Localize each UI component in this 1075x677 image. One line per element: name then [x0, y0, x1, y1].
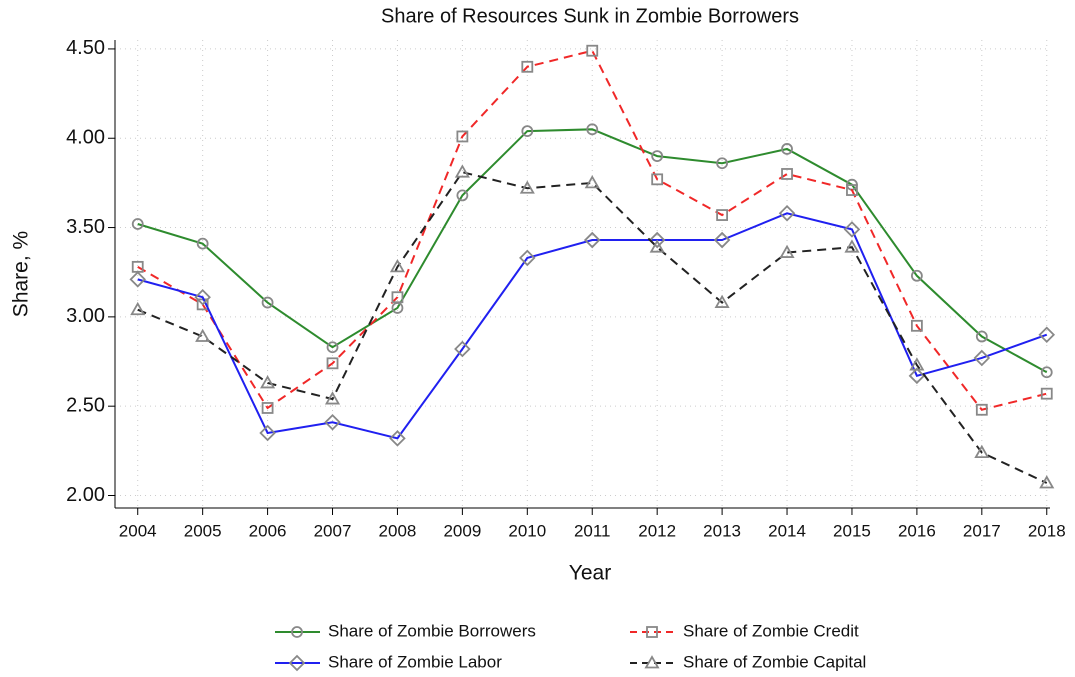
point	[389, 430, 406, 447]
x-tick-label: 2015	[833, 521, 871, 540]
x-tick-label: 2008	[379, 521, 417, 540]
point	[910, 319, 923, 332]
point	[973, 349, 991, 367]
point	[1040, 366, 1053, 379]
point	[716, 157, 729, 170]
point	[779, 244, 795, 258]
point	[454, 340, 471, 358]
point	[326, 341, 339, 354]
point	[326, 357, 339, 370]
point	[456, 130, 469, 143]
point	[975, 330, 988, 343]
series-line	[137, 128, 1048, 374]
point	[909, 357, 925, 371]
legend-marker	[288, 654, 306, 672]
point	[714, 294, 730, 308]
y-tick-label: 3.50	[66, 216, 105, 238]
y-tick-label: 2.00	[66, 484, 105, 506]
x-tick-label: 2006	[249, 521, 287, 540]
x-tick-label: 2017	[963, 521, 1001, 540]
y-tick-label: 4.50	[66, 37, 105, 59]
x-tick-label: 2012	[638, 521, 676, 540]
point	[324, 413, 341, 431]
point	[648, 231, 666, 249]
point	[781, 143, 793, 155]
point	[974, 444, 990, 459]
x-axis-label: Year	[569, 562, 611, 585]
legend-label: Share of Zombie Labor	[328, 652, 502, 671]
series-line	[137, 171, 1048, 484]
point	[975, 403, 988, 416]
point	[131, 218, 144, 230]
chart-title: Share of Resources Sunk in Zombie Borrow…	[381, 5, 799, 27]
point	[521, 125, 534, 137]
legend-label: Share of Zombie Borrowers	[328, 621, 536, 640]
y-tick-label: 4.00	[66, 127, 105, 149]
point	[260, 375, 276, 389]
point	[651, 150, 664, 163]
point	[649, 239, 665, 253]
legend-marker	[646, 626, 658, 638]
point	[130, 301, 146, 316]
x-tick-label: 2018	[1028, 521, 1066, 540]
point	[261, 296, 274, 309]
x-tick-label: 2004	[119, 521, 157, 540]
x-tick-label: 2009	[443, 521, 481, 540]
point	[261, 402, 274, 414]
legend-marker	[644, 655, 660, 669]
point	[194, 288, 211, 306]
point	[910, 269, 923, 282]
point	[521, 60, 534, 73]
point	[908, 367, 926, 385]
point	[778, 204, 796, 222]
point	[586, 123, 599, 136]
point	[583, 231, 601, 249]
point	[843, 221, 861, 238]
x-tick-label: 2016	[898, 521, 936, 540]
y-axis-label: Share, %	[10, 231, 33, 317]
point	[1039, 475, 1055, 489]
point	[844, 239, 860, 253]
point	[389, 259, 405, 273]
x-tick-label: 2007	[314, 521, 352, 540]
legend-label: Share of Zombie Capital	[683, 652, 866, 671]
x-tick-label: 2005	[184, 521, 222, 540]
point	[519, 180, 535, 194]
point	[129, 271, 146, 288]
legend-marker	[291, 626, 303, 638]
point	[584, 175, 600, 189]
point	[195, 328, 211, 342]
point	[651, 173, 664, 186]
point	[456, 189, 469, 202]
x-tick-label: 2011	[574, 521, 611, 540]
y-tick-label: 3.00	[66, 305, 105, 327]
point	[1038, 326, 1056, 344]
point	[586, 44, 599, 57]
point	[716, 209, 729, 221]
point	[713, 231, 731, 249]
x-tick-label: 2014	[768, 521, 806, 540]
point	[324, 391, 341, 405]
point	[454, 164, 470, 178]
x-tick-label: 2010	[508, 521, 546, 540]
legend-label: Share of Zombie Credit	[683, 621, 859, 640]
x-tick-label: 2013	[703, 521, 741, 540]
point	[259, 424, 276, 442]
point	[519, 249, 536, 267]
point	[781, 168, 793, 180]
y-tick-label: 2.50	[66, 394, 105, 416]
point	[1040, 387, 1053, 400]
point	[196, 237, 209, 250]
point	[846, 184, 858, 196]
point	[391, 291, 404, 304]
